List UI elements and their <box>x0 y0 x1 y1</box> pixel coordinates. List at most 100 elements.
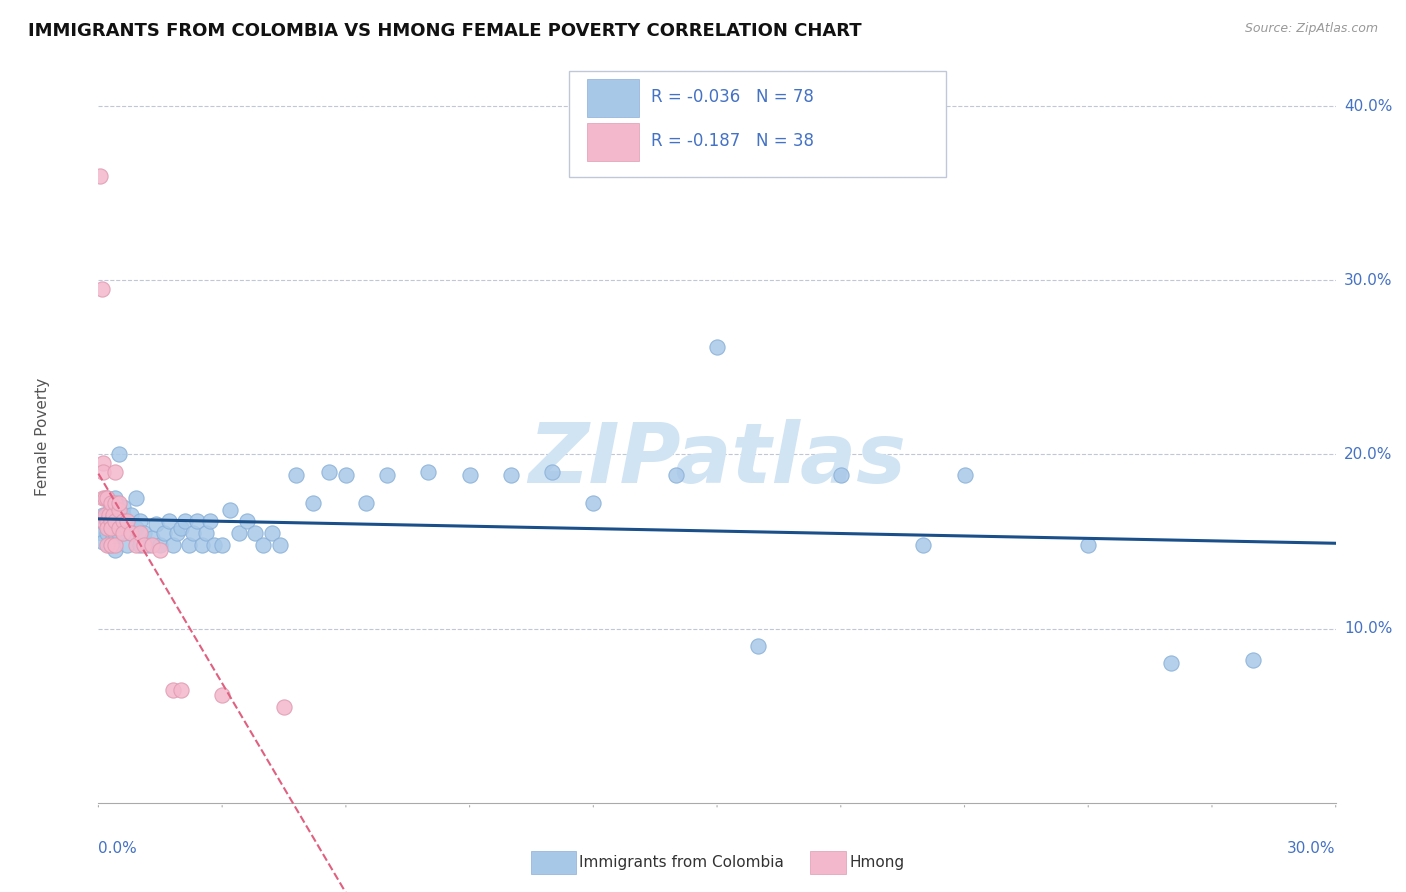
Point <box>101 531 124 545</box>
Point <box>100 517 122 532</box>
Point <box>124 521 146 535</box>
Point <box>219 503 242 517</box>
Point <box>100 538 122 552</box>
Point <box>93 491 115 505</box>
Point <box>104 514 127 528</box>
Point <box>93 508 115 523</box>
Point <box>104 508 127 523</box>
Text: R = -0.187   N = 38: R = -0.187 N = 38 <box>651 132 814 150</box>
Point <box>101 508 124 523</box>
Point <box>318 465 340 479</box>
Point <box>100 500 122 514</box>
Point <box>112 514 135 528</box>
Point <box>418 465 440 479</box>
Point <box>356 496 378 510</box>
Text: Immigrants from Colombia: Immigrants from Colombia <box>579 855 785 870</box>
Point <box>108 448 131 462</box>
Point <box>104 543 127 558</box>
Point <box>747 639 769 653</box>
Text: Source: ZipAtlas.com: Source: ZipAtlas.com <box>1244 22 1378 36</box>
Point <box>96 521 118 535</box>
FancyBboxPatch shape <box>588 78 640 117</box>
Point <box>96 525 118 540</box>
Point <box>302 496 325 510</box>
Point <box>124 491 146 505</box>
Point <box>236 514 259 528</box>
Point <box>104 496 127 510</box>
Text: 10.0%: 10.0% <box>1344 621 1392 636</box>
Point <box>194 525 217 540</box>
Point <box>100 538 122 552</box>
Point <box>141 531 163 545</box>
Point <box>97 538 120 552</box>
Point <box>181 525 204 540</box>
Point <box>153 525 176 540</box>
Text: 40.0%: 40.0% <box>1344 99 1392 113</box>
Point <box>198 514 221 528</box>
Point <box>112 525 135 540</box>
Point <box>145 517 167 532</box>
Point <box>375 468 398 483</box>
Point <box>132 538 155 552</box>
Text: Female Poverty: Female Poverty <box>35 378 51 496</box>
Point <box>179 538 201 552</box>
Point <box>97 508 120 523</box>
Point <box>100 521 122 535</box>
Point <box>162 538 184 552</box>
Point <box>149 543 172 558</box>
Point <box>117 538 139 552</box>
FancyBboxPatch shape <box>588 122 640 161</box>
Point <box>128 538 150 552</box>
Text: IMMIGRANTS FROM COLOMBIA VS HMONG FEMALE POVERTY CORRELATION CHART: IMMIGRANTS FROM COLOMBIA VS HMONG FEMALE… <box>28 22 862 40</box>
Point <box>96 508 118 523</box>
Text: 0.0%: 0.0% <box>98 841 138 856</box>
Point <box>93 465 115 479</box>
Point <box>269 538 291 552</box>
Point <box>91 508 114 523</box>
Point <box>112 525 135 540</box>
Text: 30.0%: 30.0% <box>1288 841 1336 856</box>
Point <box>120 525 142 540</box>
Point <box>108 503 131 517</box>
Point <box>162 682 184 697</box>
Point <box>186 514 208 528</box>
Point <box>108 521 131 535</box>
Point <box>228 525 250 540</box>
Point <box>108 521 131 535</box>
Point <box>1160 657 1182 671</box>
Point <box>91 456 114 470</box>
Point <box>170 682 193 697</box>
Point <box>1241 653 1264 667</box>
Point <box>458 468 481 483</box>
Point <box>665 468 688 483</box>
Point <box>96 491 118 505</box>
Point <box>582 496 605 510</box>
Point <box>499 468 522 483</box>
Point <box>149 538 172 552</box>
Point <box>124 538 146 552</box>
Point <box>136 538 159 552</box>
Point <box>89 169 111 183</box>
Point <box>830 468 852 483</box>
Point <box>190 538 212 552</box>
Text: R = -0.036   N = 78: R = -0.036 N = 78 <box>651 88 814 106</box>
Text: Hmong: Hmong <box>849 855 904 870</box>
Point <box>96 514 118 528</box>
Point <box>202 538 225 552</box>
Point <box>100 496 122 510</box>
Point <box>211 538 233 552</box>
Point <box>96 491 118 505</box>
Point <box>120 525 142 540</box>
Point <box>91 534 114 549</box>
Point <box>100 514 122 528</box>
Point <box>252 538 274 552</box>
Point <box>91 514 114 528</box>
Point <box>90 525 112 540</box>
Text: ZIPatlas: ZIPatlas <box>529 418 905 500</box>
Point <box>120 508 142 523</box>
Point <box>706 339 728 353</box>
Point <box>170 521 193 535</box>
Point <box>141 538 163 552</box>
Point <box>243 525 266 540</box>
Point <box>211 688 233 702</box>
